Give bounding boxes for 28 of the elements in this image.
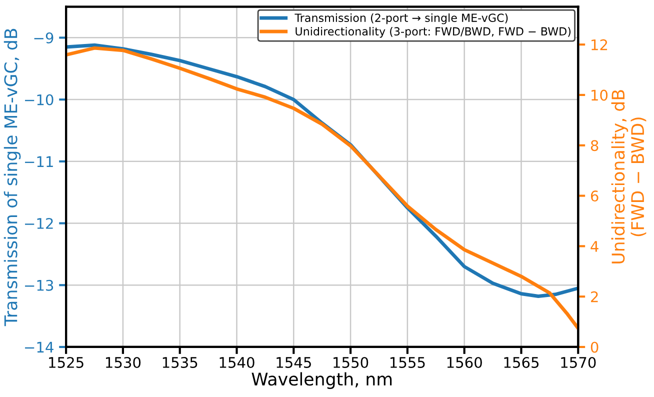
y-tick-label: −11 <box>25 156 53 167</box>
x-tick-label: 1565 <box>504 356 539 368</box>
y2-tick-label: 10 <box>592 90 608 101</box>
x-tick-label: 1555 <box>390 357 425 368</box>
y-axis-title: Transmission of single ME-vGC, dB <box>4 28 21 326</box>
x-tick-label: 1550 <box>334 356 368 368</box>
y2-tick-label: 12 <box>592 39 608 50</box>
y2-tick-label: 6 <box>590 190 598 202</box>
x-tick-label: 1535 <box>162 356 198 368</box>
y-tick-label: −9 <box>34 32 54 44</box>
y2-tick-label: 2 <box>591 291 598 302</box>
y-tick-label: −10 <box>25 94 54 106</box>
x-tick-label: 1570 <box>561 356 596 368</box>
x-tick-label: 1540 <box>220 356 254 368</box>
x-tick-label: 1530 <box>106 356 141 368</box>
legend-label: Transmission (2-port → single ME-vGC) <box>294 13 508 24</box>
x-tick-label: 1545 <box>276 357 311 368</box>
y2-axis-title: Unidirectionality, dB (FWD − BWD) <box>611 90 646 264</box>
y2-tick-label: 0 <box>590 342 598 353</box>
y-tick-label: −13 <box>25 280 54 291</box>
legend-label: Unidirectionality (3-port: FWD/BWD, FWD − BWD) <box>296 26 571 38</box>
x-axis-title: Wavelength, nm <box>252 372 392 390</box>
y-tick-label: −14 <box>25 342 54 353</box>
y-tick-label: −12 <box>25 218 53 229</box>
y2-tick-label: 4 <box>590 241 598 252</box>
x-tick-label: 1525 <box>49 356 84 368</box>
y2-tick-label: 8 <box>590 140 598 152</box>
x-tick-label: 1560 <box>447 356 482 368</box>
